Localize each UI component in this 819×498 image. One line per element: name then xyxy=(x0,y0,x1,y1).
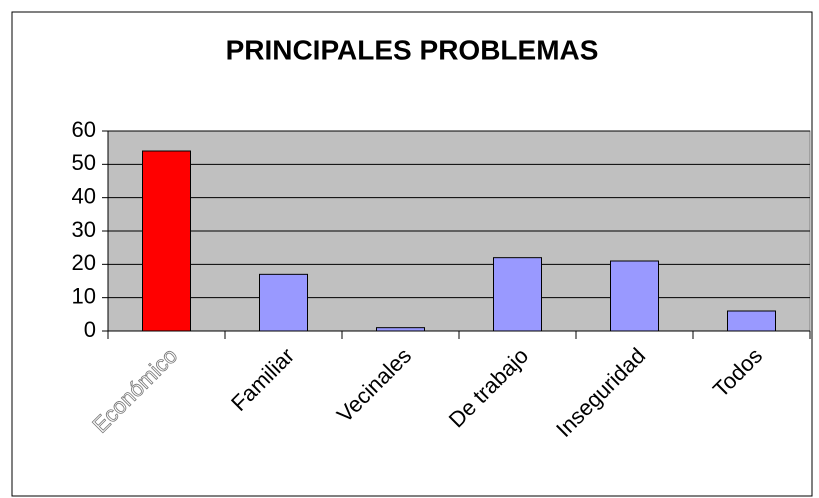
bar xyxy=(727,310,776,332)
y-tick-label: 20 xyxy=(72,250,96,275)
y-tick-label: 0 xyxy=(84,317,96,342)
y-tick-label: 60 xyxy=(72,117,96,142)
bar xyxy=(142,150,191,332)
bar xyxy=(493,257,542,332)
y-tick-label: 40 xyxy=(72,183,96,208)
y-tick-label: 30 xyxy=(72,217,96,242)
chart-title: PRINCIPALES PROBLEMAS xyxy=(226,34,599,65)
bar xyxy=(610,260,659,332)
y-tick-label: 10 xyxy=(72,283,96,308)
bar xyxy=(259,273,308,332)
y-tick-label: 50 xyxy=(72,150,96,175)
